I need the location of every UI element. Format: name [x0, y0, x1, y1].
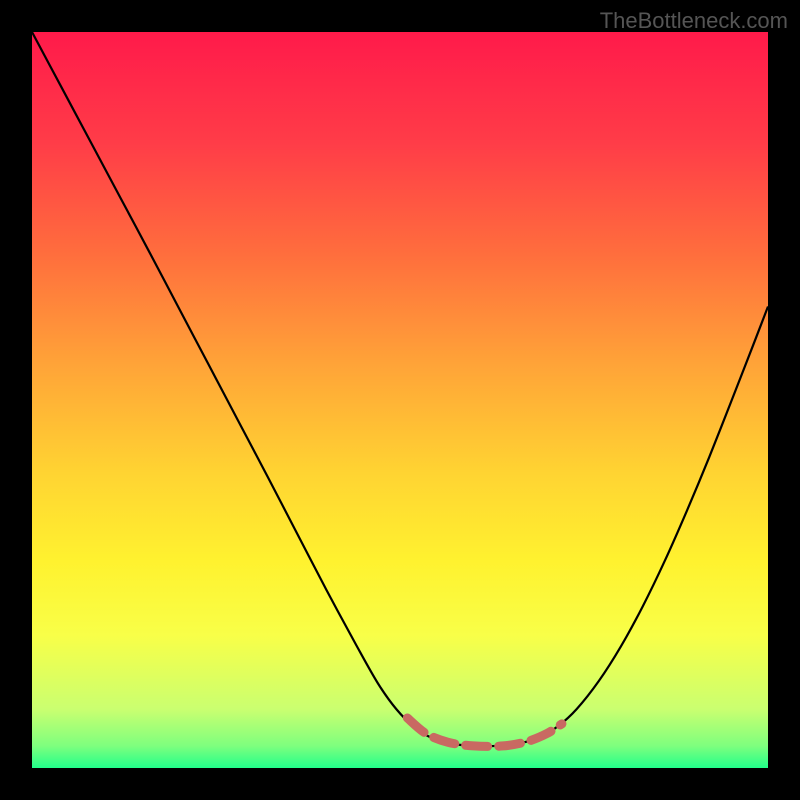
chart-container: TheBottleneck.com — [0, 0, 800, 800]
bottleneck-chart — [0, 0, 800, 800]
plot-background — [32, 32, 768, 768]
watermark-text: TheBottleneck.com — [600, 8, 788, 34]
